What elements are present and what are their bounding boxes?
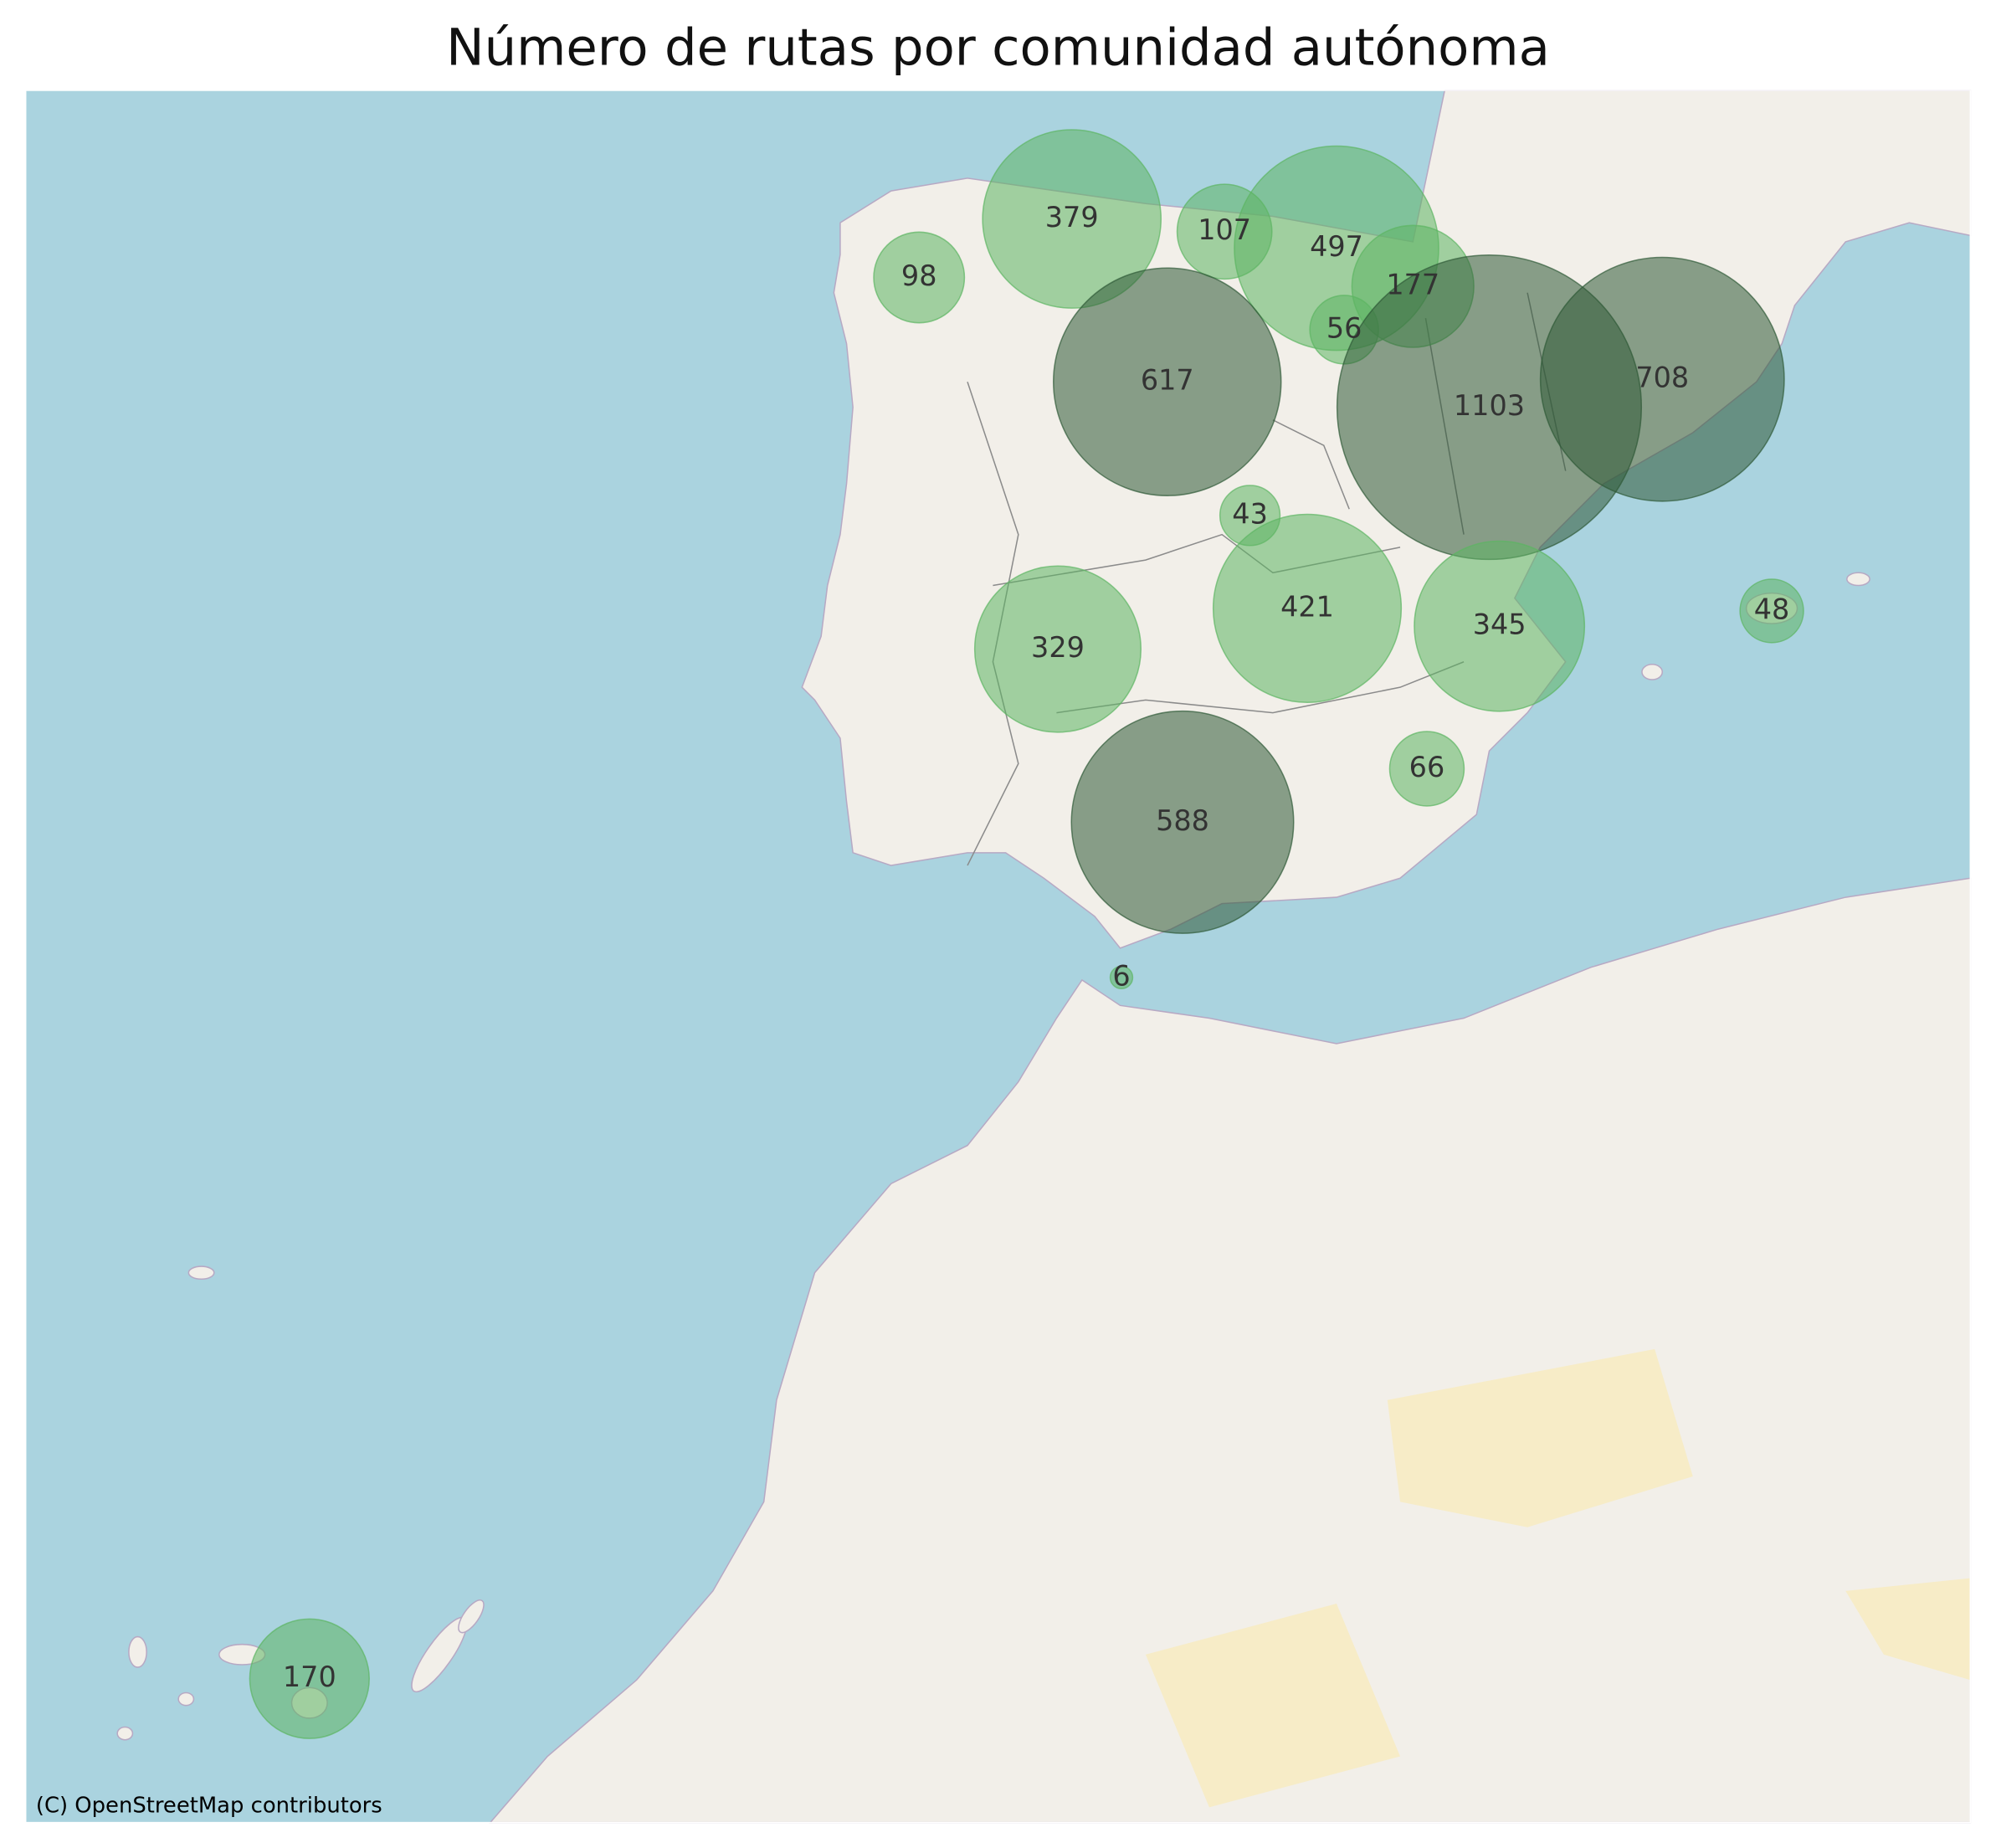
bubble <box>1212 513 1403 703</box>
value-label: 6 <box>1112 959 1130 992</box>
attribution: (C) OpenStreetMap contributors <box>36 1793 382 1818</box>
bubble <box>1739 578 1804 644</box>
bubble <box>973 565 1142 733</box>
island <box>1641 664 1664 680</box>
value-label: 708 <box>1635 362 1689 394</box>
value-label: 329 <box>1031 631 1085 664</box>
value-label: 177 <box>1386 269 1439 301</box>
value-label: 170 <box>283 1661 336 1693</box>
island <box>458 1599 485 1634</box>
desert <box>1145 1348 1971 1808</box>
frame <box>24 90 1972 1824</box>
africa-land <box>489 877 1972 1824</box>
value-label: 497 <box>1310 230 1363 263</box>
value-label: 107 <box>1198 213 1251 246</box>
value-label: 98 <box>901 259 937 292</box>
bubble <box>1539 256 1785 502</box>
bubble <box>1070 710 1295 934</box>
island <box>187 1265 215 1281</box>
value-label: 48 <box>1754 593 1790 625</box>
chart-title: Número de rutas por comunidad autónoma <box>446 18 1550 77</box>
bubble <box>249 1618 370 1739</box>
value-label: 379 <box>1045 201 1099 234</box>
value-label: 617 <box>1141 364 1194 397</box>
value-label: 1103 <box>1454 389 1525 422</box>
island <box>128 1635 147 1668</box>
bubble <box>873 231 966 324</box>
bubbles <box>249 129 1804 1739</box>
bubble <box>1414 540 1586 712</box>
labels: 379 107 497 98 177 56 617 1103 708 43 421 345 48 329 6… <box>283 201 1789 1693</box>
island <box>177 1691 195 1707</box>
island <box>1846 572 1870 587</box>
value-label: 421 <box>1280 590 1334 623</box>
bubble <box>1388 731 1465 807</box>
bubble <box>1109 965 1134 990</box>
bubble <box>982 129 1162 309</box>
value-label: 43 <box>1232 497 1268 530</box>
value-label: 56 <box>1326 311 1362 344</box>
island <box>116 1726 134 1741</box>
value-label: 66 <box>1409 751 1445 783</box>
value-label: 588 <box>1156 804 1209 837</box>
value-label: 345 <box>1473 608 1527 641</box>
bubble <box>1053 267 1282 496</box>
